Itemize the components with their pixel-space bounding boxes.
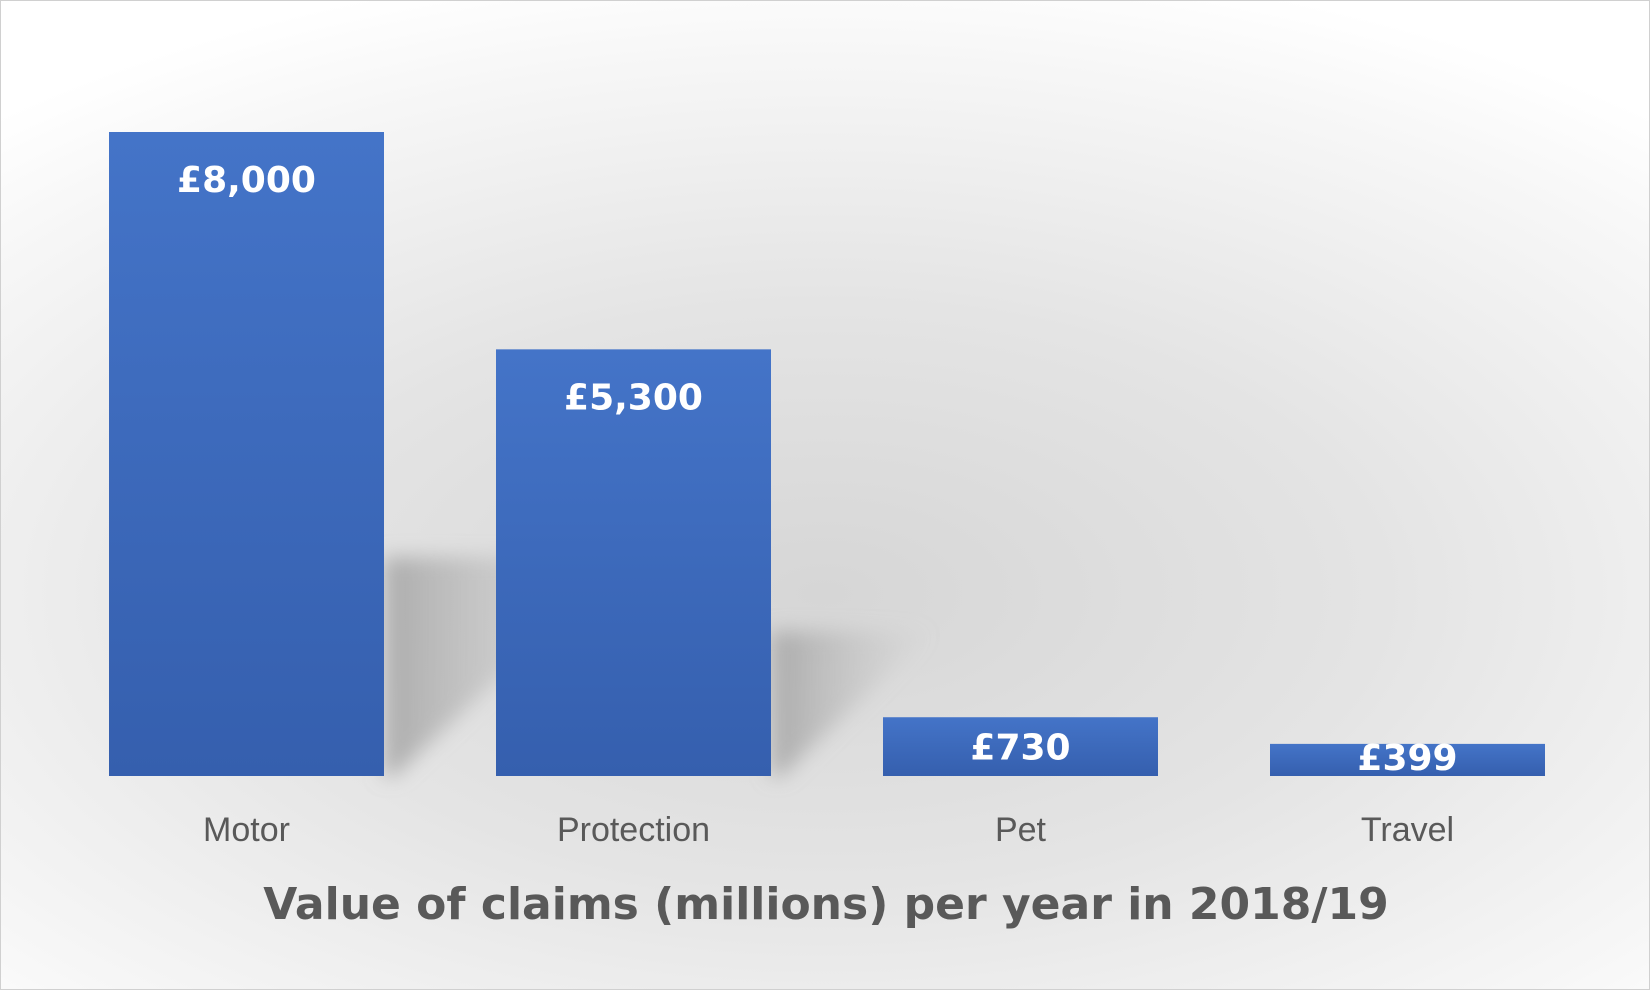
bar-motor	[109, 132, 384, 776]
bar-protection	[496, 349, 771, 776]
value-labels: £8,000 £5,300 £730 £399	[177, 160, 1458, 779]
category-label-protection: Protection	[557, 811, 710, 849]
category-label-travel: Travel	[1361, 811, 1454, 849]
bar-travel	[1270, 743, 1545, 776]
bars	[109, 132, 1545, 776]
x-axis-title: Value of claims (millions) per year in 2…	[263, 879, 1388, 930]
bar-shadow	[771, 630, 934, 776]
category-label-pet: Pet	[995, 811, 1047, 849]
value-label-protection: £5,300	[564, 377, 703, 418]
value-label-pet: £730	[970, 728, 1070, 769]
category-label-motor: Motor	[203, 811, 290, 849]
bar-pet	[883, 717, 1158, 776]
value-label-motor: £8,000	[177, 160, 316, 201]
value-label-travel: £399	[1357, 738, 1457, 779]
category-labels: Motor Protection Pet Travel	[203, 811, 1454, 849]
